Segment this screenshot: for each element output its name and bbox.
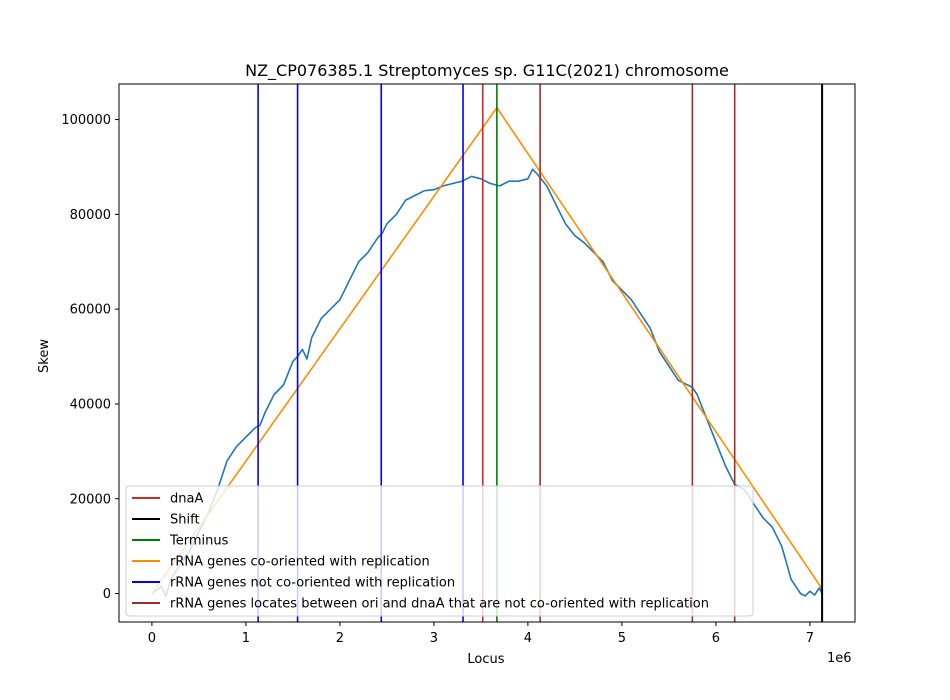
legend: dnaA Shift Terminus rRNA genes co-oriented … [125,485,754,617]
x-tick-label-6: 6 [712,631,720,646]
x-axis-label: Locus [467,652,504,667]
axes-frame [118,83,856,623]
y-tick-label-4: 80000 [70,208,111,223]
x-tick-label-5: 5 [618,631,626,646]
y-tick-label-1: 20000 [70,492,111,507]
legend-label-0: dnaA [170,492,203,507]
legend-label-1: Shift [170,513,200,528]
skew-line [151,168,823,597]
x-tick-label-0: 0 [148,631,156,646]
y-tick-label-5: 100000 [61,113,111,128]
legend-label-5: rRNA genes locates between ori and dnaA … [170,597,709,612]
x-tick-label-1: 1 [242,631,250,646]
y-tick-label-3: 60000 [70,303,111,318]
axes: 0 1 2 3 4 5 6 7 0 20000 40000 60000 80000 100000 [61,83,856,646]
chart-title: NZ_CP076385.1 Streptomyces sp. G11C(2021… [245,61,729,81]
x-multiplier-label: 1e6 [827,651,852,666]
legend-label-3: rRNA genes co-oriented with replication [170,555,430,570]
y-axis-label: Skew [37,339,52,373]
y-tick-label-0: 0 [103,587,111,602]
y-tick-label-2: 40000 [70,397,111,412]
x-tick-label-4: 4 [524,631,532,646]
legend-label-4: rRNA genes not co-oriented with replicat… [170,576,455,591]
x-tick-label-3: 3 [430,631,438,646]
x-tick-label-7: 7 [806,631,814,646]
legend-box [125,485,754,617]
x-tick-label-2: 2 [336,631,344,646]
legend-label-2: Terminus [169,534,229,549]
